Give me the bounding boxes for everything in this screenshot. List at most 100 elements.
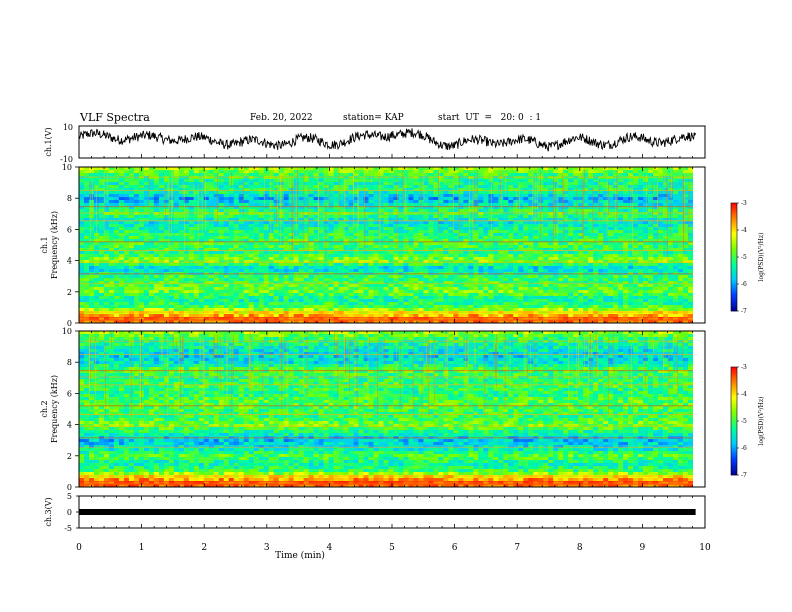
sp1-cell [628,269,634,273]
sp1-cell [98,215,105,219]
sp1-cell [188,254,195,258]
sp1-cell [313,179,319,183]
sp1-cell [348,239,354,243]
sp1-cell [568,194,574,198]
sp1-cell [213,233,220,237]
sp1-cell [663,191,669,195]
sp1-cell [298,278,304,282]
sp1-cell [308,185,314,189]
sp1-cell [673,218,679,222]
sp1-cell [328,206,334,210]
sp1-cell [383,179,389,183]
sp1-cell [108,275,115,279]
sp1-cell [383,248,389,252]
sp1-cell [258,236,264,240]
sp1-cell [203,266,210,270]
sp1-cell [208,242,215,246]
sp1-cell [133,269,140,273]
sp1-cell [658,194,664,198]
sp1-cell [123,275,130,279]
sp1-cell [148,194,155,198]
sp1-cell [688,239,694,243]
sp1-cell [493,212,499,216]
sp1-cell [108,248,115,252]
sp1-cell [598,188,604,192]
sp1-cell [308,275,314,279]
sp1-cell [198,215,205,219]
sp1-cell [588,170,594,174]
sp1-cell [553,245,559,249]
sp1-cell [163,170,170,174]
sp1-cell [473,269,479,273]
sp1-cell [543,170,549,174]
sp1-cell [218,242,225,246]
sp1-cell [428,167,434,171]
sp1-cell [93,182,100,186]
sp1-cell [538,254,544,258]
sp1-cell [448,218,454,222]
sp1-cell [463,215,469,219]
sp1-cell [653,173,659,177]
sp1-cell [588,266,594,270]
sp1-cell [238,263,245,267]
sp1-cell [558,227,564,231]
sp1-cell [218,227,225,231]
sp1-cell [163,194,170,198]
sp1-cell [253,221,260,225]
sp1-cell [448,278,454,282]
sp1-cell [378,212,384,216]
sp1-cell [648,167,654,171]
sp1-cell [253,170,260,174]
sp1-cell [328,254,334,258]
sp1-cell [543,212,549,216]
sp1-cell [513,197,519,201]
sp1-cell [203,281,210,285]
sp1-cell [393,173,399,177]
sp1-cell [198,257,205,261]
sp1-cell [263,194,269,198]
sp1-cell [623,209,629,213]
sp1-cell [238,239,245,243]
sp1-cell [138,236,145,240]
sp1-cell [108,263,115,267]
sp1-cell [158,227,165,231]
sp1-cell [678,284,684,288]
sp1-cell [543,278,549,282]
sp1-cell [173,275,180,279]
sp1-cell [503,200,509,204]
sp1-cell [178,266,185,270]
sp1-cell [368,215,374,219]
sp1-cell [83,191,90,195]
sp1-cell [223,200,230,204]
sp1-cell [318,176,324,180]
sp1-cell [408,194,414,198]
sp1-cell [673,257,679,261]
sp1-cell [528,197,534,201]
sp1-cell [258,224,264,228]
sp1-cell [148,251,155,255]
sp1-cell [583,182,589,186]
sp1-cell [408,233,414,237]
sp1-cell [628,173,634,177]
sp1-cell [423,200,429,204]
sp1-cell [148,191,155,195]
sp1-cell [398,191,404,195]
sp1-cell [593,173,599,177]
sp1-cell [98,224,105,228]
sp1-cell [688,227,694,231]
sp1-cell [638,251,644,255]
sp1-cell [383,281,389,285]
sp1-cell [283,167,289,171]
sp1-cell [323,191,329,195]
sp1-cell [378,251,384,255]
sp1-cell [138,191,145,195]
sp1-cell [243,209,250,213]
sp1-cell [518,182,524,186]
sp1-cell [618,251,624,255]
sp1-cell [673,233,679,237]
sp1-cell [223,260,230,264]
sp1-cell [153,260,160,264]
sp1-cell [348,218,354,222]
sp1-cell [458,248,464,252]
sp1-cell [163,239,170,243]
